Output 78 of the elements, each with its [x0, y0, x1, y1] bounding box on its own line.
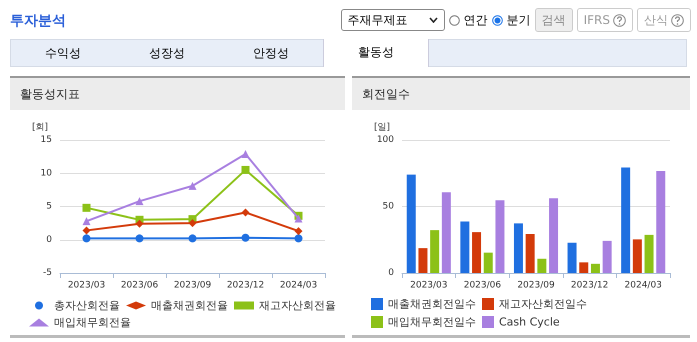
point — [294, 234, 302, 242]
y-tick-label: -5 — [43, 268, 52, 278]
text: 연간 — [464, 12, 488, 28]
text: 검색 — [534, 8, 573, 32]
chart-title: 활동성지표 — [10, 78, 345, 110]
point — [242, 234, 250, 242]
bar — [568, 242, 577, 273]
x-tick-label: 2023/06 — [120, 280, 158, 290]
point — [242, 166, 250, 174]
y-axis-title: [회] — [32, 122, 48, 132]
point — [82, 204, 90, 212]
y-tick-label: 50 — [382, 202, 394, 212]
legend-label: 매출채권회전율 — [151, 299, 228, 312]
y-tick-label: 5 — [46, 202, 52, 212]
bar — [537, 258, 546, 273]
x-tick-label: 2023/12 — [226, 280, 264, 290]
text: 투자분석 — [10, 12, 66, 30]
x-tick-label: 2023/09 — [174, 280, 212, 290]
text: IFRS — [584, 13, 610, 27]
bar — [460, 222, 470, 273]
y-tick-label: 100 — [376, 135, 394, 145]
bar — [442, 192, 451, 273]
point — [82, 217, 90, 226]
x-tick-label: 2023/12 — [570, 280, 608, 290]
bar — [579, 262, 588, 273]
bar — [590, 264, 600, 273]
bar — [656, 170, 666, 273]
point — [136, 234, 144, 242]
y-tick-label: 10 — [40, 168, 52, 178]
bar — [472, 232, 482, 273]
x-tick-label: 2023/09 — [517, 280, 555, 290]
bar — [406, 174, 416, 273]
bar — [484, 252, 493, 273]
point — [136, 220, 144, 228]
point — [82, 234, 90, 242]
bar — [549, 198, 558, 273]
bar — [632, 239, 642, 273]
point — [188, 234, 196, 242]
y-axis-title: [일] — [374, 122, 390, 132]
y-tick-label: 15 — [40, 135, 52, 145]
bar — [514, 223, 523, 273]
bar — [644, 234, 654, 273]
point — [242, 150, 250, 158]
legend-label: 재고자산회전율 — [259, 299, 336, 312]
bar — [621, 168, 630, 273]
text: 수익성 — [44, 45, 82, 62]
bar — [526, 234, 535, 273]
legend-label: 매입채무회전일수 — [388, 316, 476, 328]
text: 안정성 — [252, 45, 290, 62]
chart-title: 회전일수 — [352, 78, 690, 110]
x-tick-label: 2023/03 — [68, 280, 106, 290]
point — [242, 208, 250, 216]
text: 분기 — [506, 12, 531, 28]
point — [82, 226, 90, 234]
bar — [495, 200, 504, 273]
point — [136, 197, 144, 206]
legend-label: 매출채권회전일수 — [388, 298, 476, 310]
text: 주재무제표 — [348, 12, 408, 28]
point — [188, 219, 196, 228]
bar — [602, 240, 612, 273]
y-tick-label: 0 — [46, 234, 52, 245]
legend-label: 총자산회전율 — [54, 299, 120, 312]
x-tick-label: 2023/06 — [464, 280, 502, 290]
y-tick-label: 0 — [388, 268, 394, 278]
bar — [418, 248, 428, 273]
text: 산식 — [644, 12, 668, 28]
text: 성장성 — [148, 45, 186, 62]
legend-label: 재고자산회전일수 — [499, 298, 587, 310]
legend-label: Cash Cycle — [499, 316, 560, 328]
point — [188, 182, 196, 190]
point — [294, 227, 302, 236]
x-tick-label: 2024/03 — [624, 280, 662, 290]
text: 활동성 — [323, 39, 429, 67]
point — [294, 214, 302, 222]
x-tick-label: 2024/03 — [280, 280, 318, 290]
bar — [430, 230, 440, 273]
legend-label: 매입채무회전율 — [54, 316, 131, 329]
x-tick-label: 2023/03 — [410, 280, 448, 290]
